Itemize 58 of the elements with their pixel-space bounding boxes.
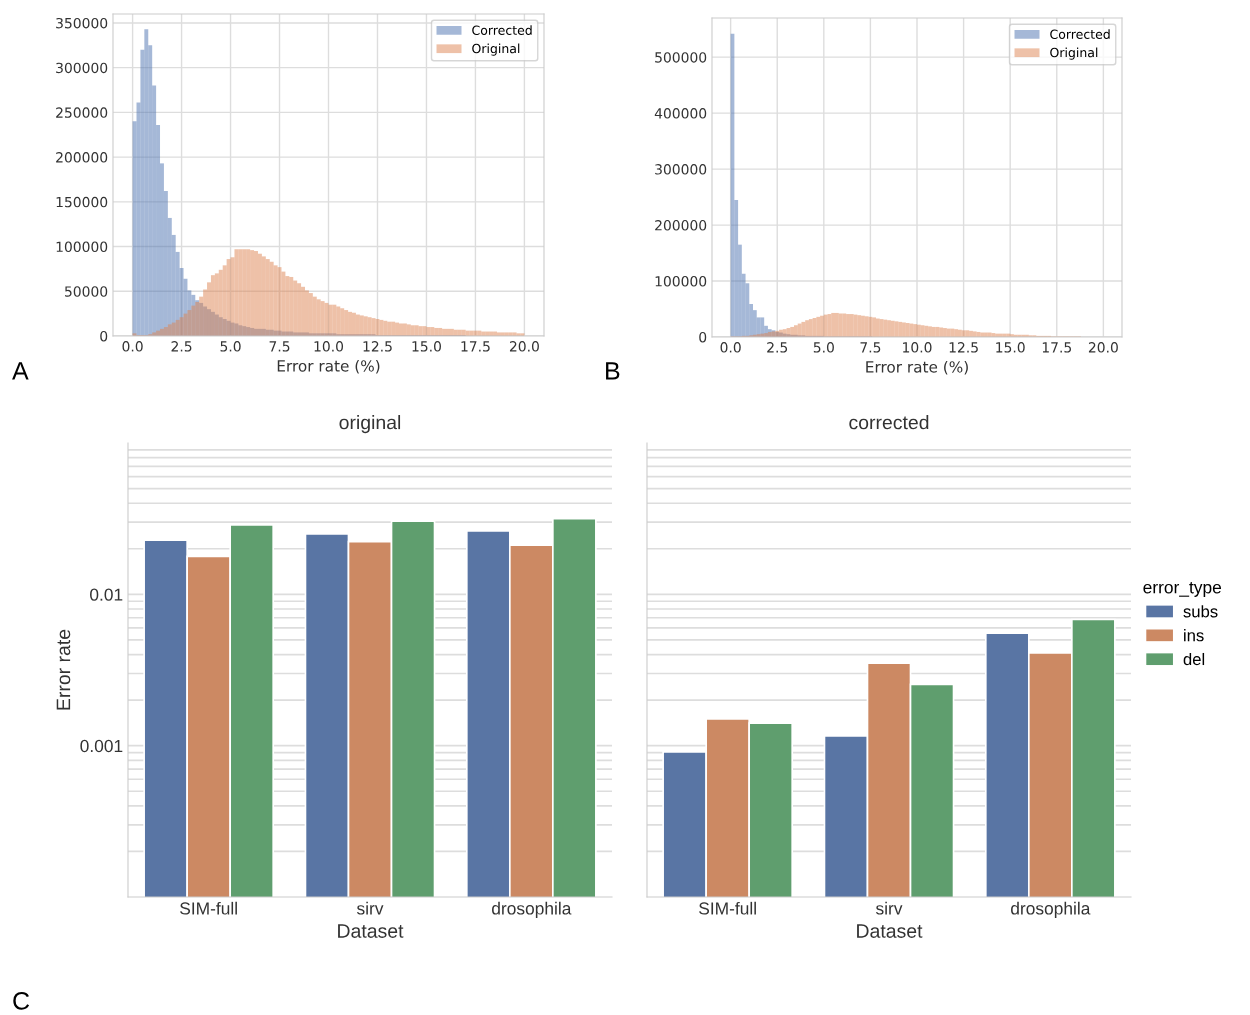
x-axis-title: Error rate (%): [866, 360, 968, 375]
y-tick-label: 500000: [655, 52, 707, 63]
x-tick-label: 15.0: [412, 341, 441, 352]
y-tick-label: 250000: [56, 107, 108, 118]
x-tick-label: 10.0: [903, 342, 932, 353]
x-tick-label: 5.0: [813, 342, 834, 353]
y-tick-label: 0: [100, 330, 108, 342]
x-tick-label: sirv: [356, 901, 384, 915]
y-tick-label: 100000: [655, 276, 707, 287]
y-tick-label: 350000: [56, 17, 108, 29]
x-tick-label: 17.5: [461, 341, 490, 352]
y-tick-label: 300000: [655, 164, 707, 175]
y-tick-label: 0.001: [80, 739, 123, 753]
x-tick-label: 0.0: [122, 341, 143, 352]
y-axis-title: Error rate: [56, 629, 71, 710]
y-tick-label: 50000: [65, 286, 108, 297]
x-tick-label: 10.0: [314, 341, 344, 352]
legend-label: Corrected: [472, 25, 532, 35]
x-tick-label: SIM-full: [180, 901, 237, 915]
chart-title: corrected: [849, 415, 929, 430]
x-axis-title: Error rate (%): [277, 359, 380, 374]
x-tick-label: 15.0: [996, 342, 1025, 353]
x-tick-label: 20.0: [1088, 342, 1118, 353]
x-tick-label: 5.0: [220, 341, 241, 352]
y-tick-label: 0.01: [90, 588, 123, 601]
x-tick-label: 12.5: [949, 342, 978, 353]
legend-label: Original: [1050, 47, 1098, 60]
x-axis-title: Dataset: [857, 924, 923, 938]
x-tick-label: 2.5: [171, 341, 192, 352]
x-tick-label: 12.5: [363, 341, 392, 352]
y-tick-label: 200000: [56, 152, 108, 163]
legend-title: error_type: [1143, 582, 1222, 597]
y-tick-label: 300000: [56, 62, 108, 74]
y-tick-label: 100000: [56, 241, 108, 253]
x-tick-label: drosophila: [492, 901, 572, 919]
y-tick-label: 150000: [56, 196, 108, 208]
x-tick-label: sirv: [875, 901, 903, 915]
text: B: [606, 362, 620, 380]
legend-label: subs: [1183, 605, 1218, 618]
x-tick-label: 17.5: [1042, 342, 1072, 353]
chart-title: original: [339, 415, 401, 434]
legend-label: del: [1183, 652, 1205, 666]
x-axis-title: Dataset: [338, 924, 404, 938]
x-tick-label: drosophila: [1011, 901, 1091, 919]
legend-label: Corrected: [1050, 29, 1110, 39]
x-tick-label: 7.5: [860, 342, 881, 353]
y-tick-label: 200000: [655, 220, 707, 231]
legend-label: ins: [1184, 629, 1204, 642]
text: A: [12, 362, 29, 380]
legend-label: Original: [472, 43, 520, 56]
text: C: [13, 992, 30, 1010]
y-tick-label: 0: [699, 331, 707, 343]
x-tick-label: 2.5: [767, 342, 788, 353]
x-tick-label: 0.0: [720, 342, 741, 353]
y-tick-label: 400000: [654, 108, 707, 119]
x-tick-label: SIM-full: [699, 901, 756, 915]
x-tick-label: 7.5: [269, 341, 290, 352]
x-tick-label: 20.0: [509, 341, 539, 352]
